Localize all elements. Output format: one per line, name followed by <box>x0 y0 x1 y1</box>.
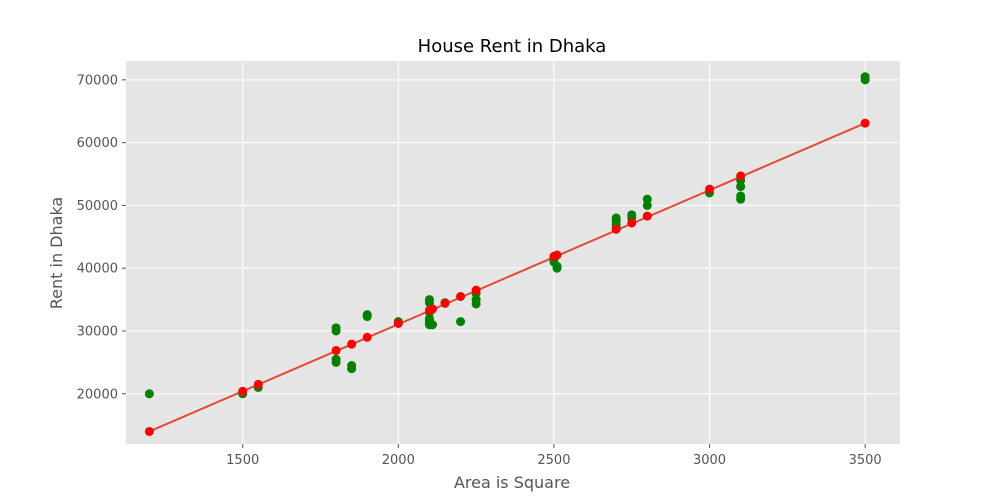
y-tick-label: 30000 <box>77 324 118 339</box>
predicted-point <box>611 224 621 234</box>
predicted-point <box>238 386 248 396</box>
predicted-point <box>471 285 481 295</box>
y-axis-label: Rent in Dhaka <box>47 197 66 309</box>
x-axis-ticks: 1500 2000 2500 3000 3500 <box>226 444 882 468</box>
x-axis-label: Area is Square <box>454 473 570 492</box>
predicted-point <box>860 118 870 128</box>
predicted-point <box>552 250 562 260</box>
actual-point <box>471 295 481 305</box>
predicted-point <box>705 184 715 194</box>
regression-line-layer <box>148 122 866 433</box>
actual-point <box>736 182 746 192</box>
actual-point <box>362 310 372 320</box>
predicted-point <box>331 345 341 355</box>
y-tick-label: 20000 <box>77 387 118 402</box>
x-tick-label: 3500 <box>849 453 882 468</box>
actual-point <box>331 323 341 333</box>
actual-point <box>552 261 562 271</box>
predicted-point <box>642 211 652 221</box>
predicted-point <box>144 426 154 436</box>
x-tick-label: 3000 <box>693 453 726 468</box>
actual-point <box>642 200 652 210</box>
predicted-point <box>347 339 357 349</box>
y-tick-label: 60000 <box>77 136 118 151</box>
actual-point <box>736 191 746 201</box>
y-tick-label: 50000 <box>77 199 118 214</box>
chart-title: House Rent in Dhaka <box>418 36 607 57</box>
actual-point <box>331 354 341 364</box>
regression-line <box>148 122 866 433</box>
actual-point <box>611 213 621 223</box>
actual-point <box>144 389 154 399</box>
x-tick-label: 2000 <box>382 453 415 468</box>
predicted-point <box>736 171 746 181</box>
actual-point <box>424 295 434 305</box>
predicted-point <box>627 218 637 228</box>
actual-point <box>428 320 438 330</box>
predicted-point <box>428 304 438 314</box>
predicted-point <box>362 332 372 342</box>
actual-point <box>347 361 357 371</box>
predicted-point <box>456 291 466 301</box>
predicted-point <box>440 298 450 308</box>
predicted-points-layer <box>144 118 870 436</box>
y-tick-label: 70000 <box>77 73 118 88</box>
plot-background <box>126 61 900 444</box>
predicted-point <box>253 379 263 389</box>
actual-point <box>627 210 637 220</box>
x-tick-label: 2500 <box>537 453 570 468</box>
actual-point <box>642 194 652 204</box>
predicted-point <box>393 318 403 328</box>
actual-point <box>456 317 466 327</box>
actual-point <box>860 72 870 82</box>
grid-lines <box>126 61 900 444</box>
x-tick-label: 1500 <box>226 453 259 468</box>
y-tick-label: 40000 <box>77 262 118 277</box>
y-axis-ticks: 20000 30000 40000 50000 60000 70000 <box>77 73 126 402</box>
